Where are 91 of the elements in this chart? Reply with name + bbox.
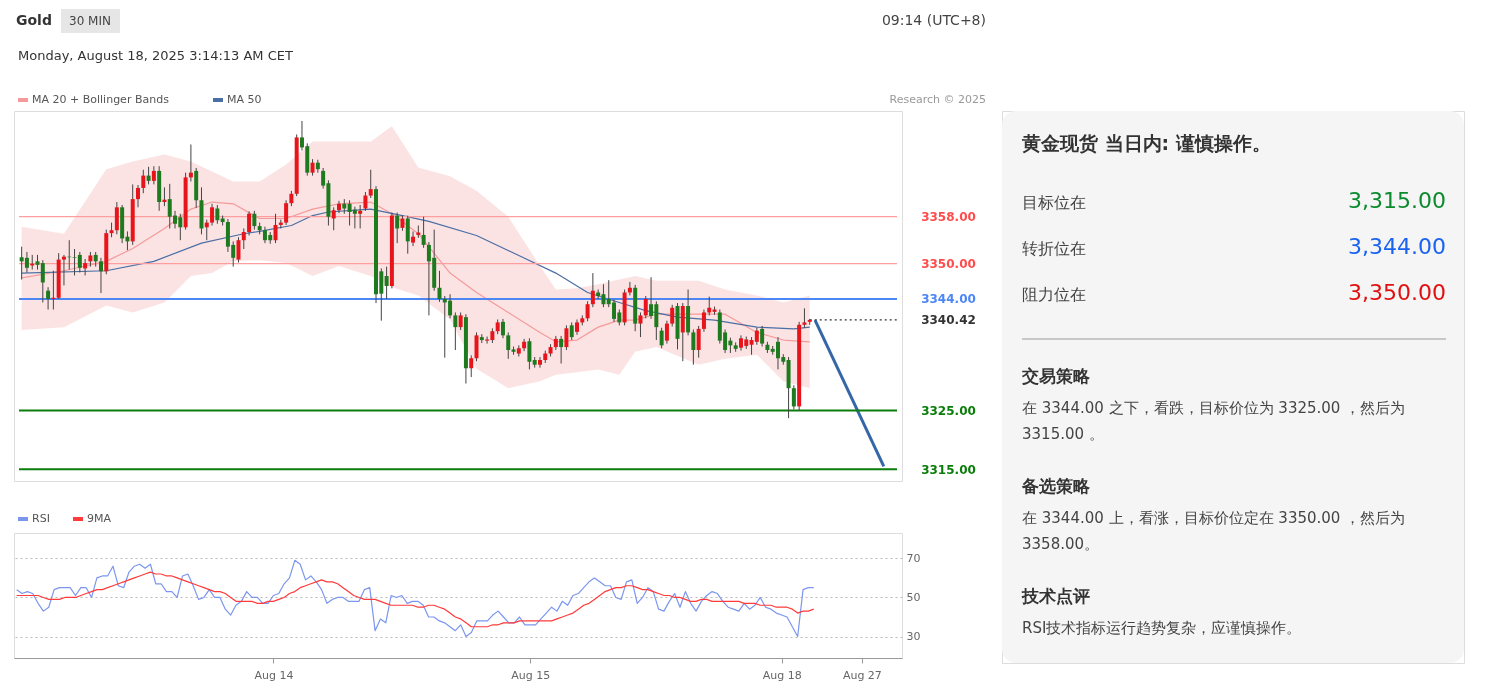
candlestick	[358, 204, 363, 229]
candlestick	[384, 266, 389, 300]
candlestick	[83, 258, 88, 276]
text: 目标位在	[1022, 193, 1086, 212]
candlestick	[77, 251, 82, 274]
candlestick	[760, 325, 765, 348]
candlestick	[802, 307, 807, 329]
y-tick-label: 50	[906, 590, 921, 604]
candlestick	[696, 325, 701, 359]
candlestick	[151, 165, 156, 185]
y-tick-label: 3358.00	[921, 210, 976, 225]
x-tick-label: Aug 27	[842, 668, 882, 682]
y-tick-label: 3340.42	[921, 313, 976, 328]
candlestick	[114, 201, 119, 235]
text: 黄金现货 当日内: 谨慎操作。	[1021, 132, 1271, 154]
candlestick	[136, 184, 141, 208]
x-tick-label: Aug 18	[762, 668, 802, 682]
text: 转折位在	[1022, 239, 1086, 258]
candlestick	[559, 335, 564, 365]
text: 3,344.00	[1348, 234, 1446, 259]
text: 备选策略	[1021, 476, 1091, 496]
text: 30 MIN	[69, 14, 111, 28]
candlestick	[585, 300, 590, 322]
text: Research © 2025	[889, 93, 986, 106]
candlestick	[564, 324, 569, 351]
candlestick	[252, 210, 257, 231]
y-tick-label: 3350.00	[921, 257, 976, 272]
x-tick-label: Aug 14	[254, 668, 294, 682]
candlestick	[368, 169, 373, 199]
x-tick-label: Aug 15	[511, 668, 551, 682]
candlestick	[537, 356, 542, 369]
candlestick	[659, 327, 664, 349]
candlestick	[437, 270, 442, 303]
candlestick	[141, 169, 146, 194]
candlestick	[215, 204, 220, 225]
candlestick	[273, 213, 278, 244]
chart-subtitle: Monday, August 18, 2025 3:14:13 AM CET	[18, 48, 294, 63]
line-series	[16, 559, 815, 638]
y-tick-label: 3325.00	[921, 404, 976, 419]
y-tick-label: 3315.00	[921, 462, 976, 477]
text: 在 3344.00 之下，看跌，目标价位为 3325.00 ，然后为 3315.00 。	[1022, 399, 1406, 443]
legend-label: RSI	[32, 512, 50, 525]
candlestick	[643, 295, 648, 319]
candlestick	[691, 328, 696, 366]
text: RSI技术指标运行趋势复杂，应谨慎操作。	[1022, 619, 1302, 637]
candlestick	[527, 337, 532, 370]
candlestick	[638, 311, 643, 338]
candlestick	[284, 199, 289, 226]
candlestick	[247, 210, 252, 237]
candlestick	[46, 286, 51, 311]
candlestick	[336, 200, 341, 214]
candlestick	[469, 354, 474, 378]
text: 技术点评	[1021, 586, 1090, 606]
candlestick	[241, 227, 246, 250]
candlestick	[474, 331, 479, 362]
y-tick-label: 30	[906, 630, 921, 644]
legend-label: MA 50	[227, 93, 262, 106]
candlestick	[701, 309, 706, 333]
text: 交易策略	[1021, 366, 1091, 386]
legend-label: MA 20 + Bollinger Bands	[32, 93, 170, 106]
candlestick	[590, 272, 595, 308]
chart-title: Gold	[16, 12, 52, 28]
text: 3,350.00	[1348, 280, 1446, 305]
candlestick	[421, 216, 426, 249]
candlestick	[363, 191, 368, 212]
candlestick	[331, 206, 336, 231]
candlestick	[791, 384, 796, 410]
candlestick	[453, 311, 458, 351]
candlestick	[506, 331, 511, 360]
candlestick	[61, 254, 66, 286]
text: 3,315.00	[1348, 188, 1446, 213]
y-tick-label: 3344.00	[921, 292, 976, 307]
candlestick	[98, 257, 103, 294]
y-tick-label: 70	[906, 551, 921, 565]
candlestick	[24, 251, 29, 274]
candlestick	[500, 318, 505, 339]
candlestick	[210, 203, 215, 227]
candlestick	[664, 320, 669, 345]
candlestick	[405, 215, 410, 255]
candlestick	[411, 230, 416, 247]
candlestick	[40, 259, 45, 303]
candlestick	[395, 212, 400, 244]
text: 09:14 (UTC+8)	[881, 12, 986, 28]
legend-label: 9MA	[87, 512, 112, 525]
candlestick	[352, 206, 357, 229]
text: 在 3344.00 上，看涨，目标价位定在 3350.00 ，然后为 3358.00。	[1022, 509, 1406, 553]
text: 阻力位在	[1022, 285, 1086, 304]
candlestick	[522, 338, 527, 352]
line-series	[16, 571, 815, 628]
candlestick	[670, 304, 675, 328]
candlestick	[236, 236, 241, 264]
